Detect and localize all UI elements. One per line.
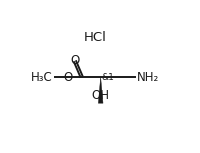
Text: HCl: HCl [83, 31, 106, 44]
Text: H₃C: H₃C [31, 71, 53, 84]
Text: O: O [63, 71, 72, 84]
Text: OH: OH [91, 89, 109, 102]
Text: NH₂: NH₂ [136, 71, 158, 84]
Text: &1: &1 [101, 73, 114, 82]
Polygon shape [98, 77, 102, 103]
Text: O: O [70, 54, 79, 67]
